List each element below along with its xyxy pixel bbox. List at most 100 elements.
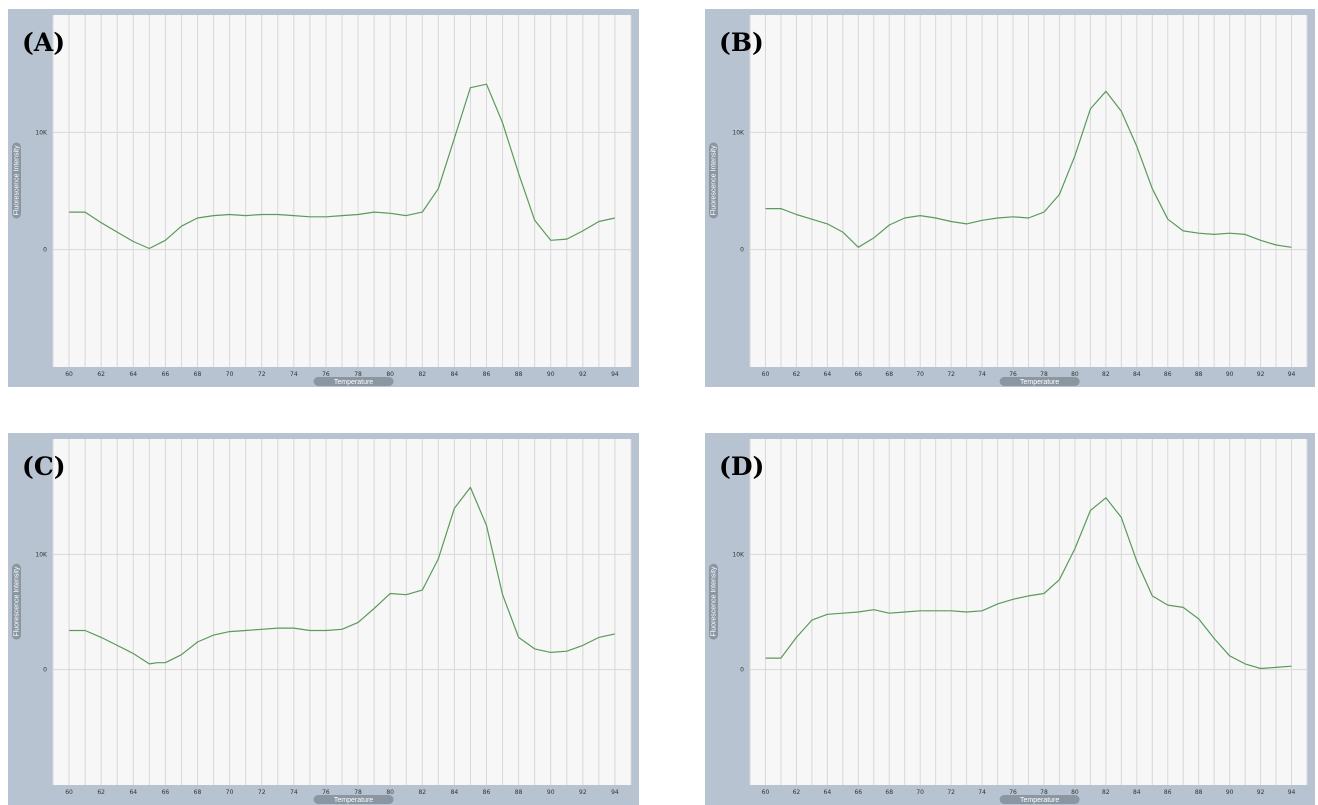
x-tick-label: 78 (354, 789, 362, 796)
x-tick-label: 68 (194, 789, 202, 796)
x-tick-label: 82 (418, 371, 426, 378)
x-tick-label: 86 (1164, 371, 1172, 378)
melt-curve-line (69, 83, 616, 250)
x-tick-label: 78 (1040, 371, 1048, 378)
x-tick-label: 72 (947, 789, 955, 796)
chart-panel-a: 10K 0 60 62 64 66 68 70 72 74 76 78 80 82 84 86 88 90 92 94… (8, 9, 639, 387)
x-tick-label: 76 (322, 371, 330, 378)
y-axis-label: Fluorescence Intensity (711, 566, 718, 637)
x-tick-label: 60 (65, 371, 73, 378)
x-tick-label: 90 (1226, 789, 1234, 796)
melt-curve-chart: 10K 0 60 62 64 66 68 70 72 74 76 78 80 82 84 86 88 90 92 94… (705, 433, 1315, 805)
x-tick-label: 82 (418, 789, 426, 796)
y-axis-label-pill (709, 563, 718, 640)
x-tick-label: 94 (1288, 789, 1296, 796)
x-axis-label: Temperature (334, 379, 373, 386)
x-tick-label: 72 (258, 371, 266, 378)
x-tick-label: 88 (1195, 371, 1203, 378)
x-tick-label: 62 (793, 789, 801, 796)
x-tick-label: 82 (1102, 371, 1110, 378)
panel-letter: (D) (719, 452, 764, 481)
y-axis-label: Fluorescence Intensity (14, 145, 21, 216)
x-tick-label: 74 (978, 789, 986, 796)
melt-curve-chart: 10K 0 60 62 64 66 68 70 72 74 76 78 80 82 84 86 88 90 92 94… (8, 433, 639, 805)
panel-letter: (A) (22, 28, 65, 57)
x-tick-label: 70 (226, 789, 234, 796)
x-tick-label: 92 (579, 371, 587, 378)
y-axis-label-pill (12, 142, 21, 219)
x-tick-label: 90 (547, 789, 555, 796)
x-tick-label: 84 (1133, 789, 1141, 796)
x-tick-label: 92 (1257, 789, 1265, 796)
x-tick-label: 68 (885, 371, 893, 378)
x-tick-label: 72 (947, 371, 955, 378)
y-tick-label: 10K (732, 129, 745, 136)
x-axis-label-pill (999, 795, 1080, 804)
x-tick-label: 86 (483, 789, 491, 796)
x-tick-label: 72 (258, 789, 266, 796)
x-tick-label: 64 (129, 371, 137, 378)
melt-curve-line (765, 90, 1292, 248)
y-tick-label: 0 (43, 247, 47, 254)
x-axis-label: Temperature (1020, 797, 1059, 804)
x-tick-label: 86 (483, 371, 491, 378)
y-tick-label: 0 (740, 667, 744, 674)
x-tick-label: 70 (916, 371, 924, 378)
x-tick-label: 94 (611, 789, 619, 796)
x-tick-label: 86 (1164, 789, 1172, 796)
x-tick-label: 64 (824, 371, 832, 378)
panel-letter: (C) (22, 452, 66, 481)
x-tick-label: 80 (386, 371, 394, 378)
x-tick-label: 66 (162, 789, 170, 796)
y-tick-label: 10K (35, 551, 48, 558)
x-tick-label: 66 (854, 371, 862, 378)
x-tick-label: 76 (1009, 371, 1017, 378)
x-tick-label: 66 (854, 789, 862, 796)
x-tick-label: 82 (1102, 789, 1110, 796)
x-tick-label: 78 (1040, 789, 1048, 796)
x-tick-label: 74 (290, 371, 298, 378)
x-tick-label: 76 (322, 789, 330, 796)
y-axis-label-pill (709, 142, 718, 219)
x-tick-label: 94 (611, 371, 619, 378)
x-tick-label: 62 (793, 371, 801, 378)
x-tick-label: 84 (451, 371, 459, 378)
x-tick-label: 60 (65, 789, 73, 796)
panel-letter: (B) (719, 28, 764, 57)
melt-curve-line (69, 486, 616, 665)
chart-panel-c: 10K 0 60 62 64 66 68 70 72 74 76 78 80 82 84 86 88 90 92 94… (8, 433, 639, 805)
x-tick-label: 64 (129, 789, 137, 796)
melt-curve-chart: 10K 0 60 62 64 66 68 70 72 74 76 78 80 82 84 86 88 90 92 94… (8, 9, 639, 387)
x-axis-label-pill (999, 377, 1080, 386)
x-tick-label: 88 (1195, 789, 1203, 796)
y-axis-label: Fluorescence Intensity (711, 145, 718, 216)
y-tick-label: 10K (732, 551, 745, 558)
x-tick-label: 68 (194, 371, 202, 378)
x-tick-label: 90 (547, 371, 555, 378)
y-axis-label-pill (12, 563, 21, 640)
y-tick-label: 0 (43, 667, 47, 674)
y-tick-label: 10K (35, 129, 48, 136)
x-tick-label: 88 (515, 789, 523, 796)
x-tick-label: 84 (1133, 371, 1141, 378)
x-tick-label: 62 (97, 371, 105, 378)
y-tick-label: 0 (740, 247, 744, 254)
x-tick-label: 70 (916, 789, 924, 796)
x-tick-label: 76 (1009, 789, 1017, 796)
x-tick-label: 80 (1071, 789, 1079, 796)
x-axis-label-pill (313, 377, 394, 386)
x-tick-label: 92 (579, 789, 587, 796)
x-tick-label: 60 (762, 789, 770, 796)
x-tick-label: 74 (978, 371, 986, 378)
x-tick-label: 80 (386, 789, 394, 796)
x-axis-label-pill (313, 795, 394, 804)
x-tick-label: 90 (1226, 371, 1234, 378)
x-tick-label: 66 (162, 371, 170, 378)
x-tick-label: 94 (1288, 371, 1296, 378)
x-tick-label: 78 (354, 371, 362, 378)
chart-panel-d: 10K 0 60 62 64 66 68 70 72 74 76 78 80 82 84 86 88 90 92 94… (705, 433, 1315, 805)
x-tick-label: 62 (97, 789, 105, 796)
x-tick-label: 88 (515, 371, 523, 378)
chart-panel-b: 10K 0 60 62 64 66 68 70 72 74 76 78 80 82 84 86 88 90 92 94… (705, 9, 1315, 387)
x-tick-label: 64 (824, 789, 832, 796)
